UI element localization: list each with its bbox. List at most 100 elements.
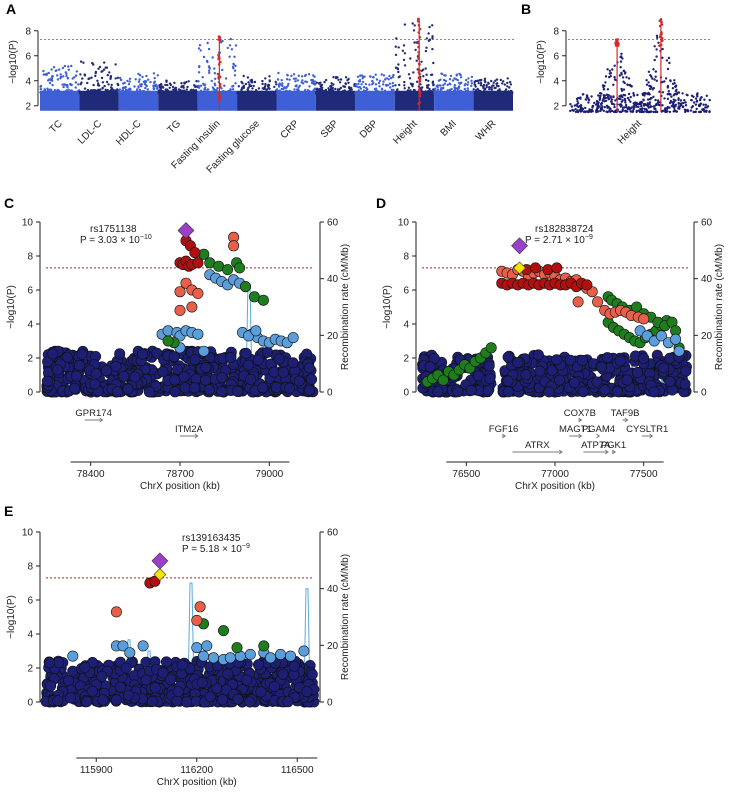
manhattan-point bbox=[142, 90, 146, 93]
manhattan-point bbox=[596, 105, 600, 108]
gene-label: ATRX bbox=[525, 440, 550, 451]
manhattan-point bbox=[231, 65, 235, 69]
manhattan-point bbox=[107, 83, 110, 86]
manhattan-point bbox=[639, 107, 642, 111]
manhattan-point bbox=[426, 90, 429, 94]
manhattan-point bbox=[267, 83, 270, 87]
manhattan-point bbox=[331, 88, 334, 91]
manhattan-point bbox=[213, 82, 216, 85]
manhattan-point bbox=[479, 84, 483, 87]
highlight-point bbox=[219, 85, 222, 89]
snp-point bbox=[484, 373, 496, 385]
manhattan-point bbox=[100, 76, 104, 80]
snp-point bbox=[69, 382, 81, 394]
manhattan-point bbox=[214, 90, 218, 93]
y2-tick-label: 40 bbox=[327, 584, 339, 595]
trait-label: Height bbox=[616, 118, 644, 146]
manhattan-point bbox=[193, 84, 196, 87]
manhattan-point bbox=[144, 86, 147, 90]
manhattan-point bbox=[236, 92, 239, 95]
manhattan-point bbox=[71, 77, 74, 80]
manhattan-point bbox=[173, 92, 176, 95]
secondary-snp-diamond bbox=[513, 261, 526, 275]
snp-point bbox=[502, 386, 514, 398]
manhattan-point bbox=[498, 91, 501, 95]
manhattan-point bbox=[398, 92, 402, 95]
manhattan-point bbox=[337, 78, 340, 82]
y-tick-label: 4 bbox=[27, 630, 33, 641]
snp-point bbox=[110, 360, 122, 372]
manhattan-point bbox=[647, 81, 650, 84]
gene-direction-arrow bbox=[578, 433, 583, 439]
snp-point bbox=[234, 262, 246, 274]
manhattan-point bbox=[677, 91, 681, 94]
manhattan-point bbox=[378, 85, 381, 88]
manhattan-point bbox=[664, 77, 668, 80]
manhattan-point bbox=[430, 73, 434, 76]
manhattan-point bbox=[117, 83, 120, 87]
manhattan-point bbox=[287, 82, 290, 86]
manhattan-point bbox=[357, 89, 360, 92]
manhattan-point bbox=[481, 85, 485, 88]
manhattan-point bbox=[375, 78, 379, 81]
highlight-point bbox=[417, 45, 420, 49]
manhattan-point bbox=[144, 80, 148, 83]
y2-tick-label: 0 bbox=[701, 388, 707, 399]
manhattan-point bbox=[653, 58, 656, 62]
manhattan-point bbox=[147, 78, 150, 81]
snp-point bbox=[189, 353, 201, 365]
manhattan-point bbox=[228, 55, 231, 58]
manhattan-point bbox=[276, 89, 279, 93]
manhattan-point bbox=[49, 92, 52, 95]
manhattan-point bbox=[627, 92, 631, 96]
manhattan-point bbox=[46, 92, 50, 95]
manhattan-point bbox=[436, 90, 439, 94]
snp-point bbox=[485, 342, 497, 354]
manhattan-point bbox=[677, 97, 680, 100]
manhattan-point bbox=[110, 87, 114, 90]
manhattan-point bbox=[73, 91, 77, 95]
manhattan-point bbox=[105, 66, 109, 69]
manhattan-point bbox=[411, 85, 414, 88]
snp-point bbox=[217, 694, 229, 706]
manhattan-point bbox=[197, 71, 201, 74]
manhattan-point bbox=[47, 89, 50, 93]
manhattan-point bbox=[292, 73, 296, 76]
manhattan-point bbox=[166, 83, 169, 87]
manhattan-point bbox=[470, 75, 474, 79]
manhattan-point bbox=[405, 90, 408, 94]
manhattan-point bbox=[403, 23, 407, 26]
manhattan-point bbox=[610, 98, 614, 101]
snp-point bbox=[168, 351, 180, 363]
manhattan-point bbox=[128, 77, 132, 81]
manhattan-point bbox=[448, 90, 451, 93]
manhattan-point bbox=[81, 77, 84, 80]
snp-point bbox=[621, 374, 633, 386]
snp-point bbox=[293, 375, 305, 387]
manhattan-point bbox=[661, 91, 665, 94]
manhattan-point bbox=[354, 83, 358, 86]
manhattan-point bbox=[648, 87, 652, 91]
manhattan-point bbox=[496, 82, 499, 85]
manhattan-point bbox=[372, 76, 375, 79]
manhattan-point bbox=[509, 89, 513, 93]
snp-point bbox=[181, 696, 193, 708]
manhattan-point bbox=[621, 99, 624, 102]
snp-point bbox=[52, 695, 64, 707]
highlight-point bbox=[617, 44, 620, 47]
manhattan-point bbox=[177, 91, 180, 94]
y-axis-title: −log10(P) bbox=[6, 285, 17, 329]
manhattan-point bbox=[459, 89, 462, 93]
snp-point bbox=[673, 345, 685, 357]
manhattan-point bbox=[278, 82, 281, 85]
manhattan-point bbox=[270, 90, 273, 94]
manhattan-point bbox=[103, 61, 106, 64]
manhattan-point bbox=[499, 78, 502, 82]
snp-point bbox=[303, 362, 315, 374]
manhattan-point bbox=[398, 83, 401, 87]
manhattan-point bbox=[506, 81, 509, 85]
manhattan-point bbox=[488, 88, 491, 91]
y2-axis-title: Recombination rate (cM/Mb) bbox=[340, 554, 351, 680]
manhattan-point bbox=[444, 79, 448, 83]
manhattan-point bbox=[182, 86, 185, 89]
